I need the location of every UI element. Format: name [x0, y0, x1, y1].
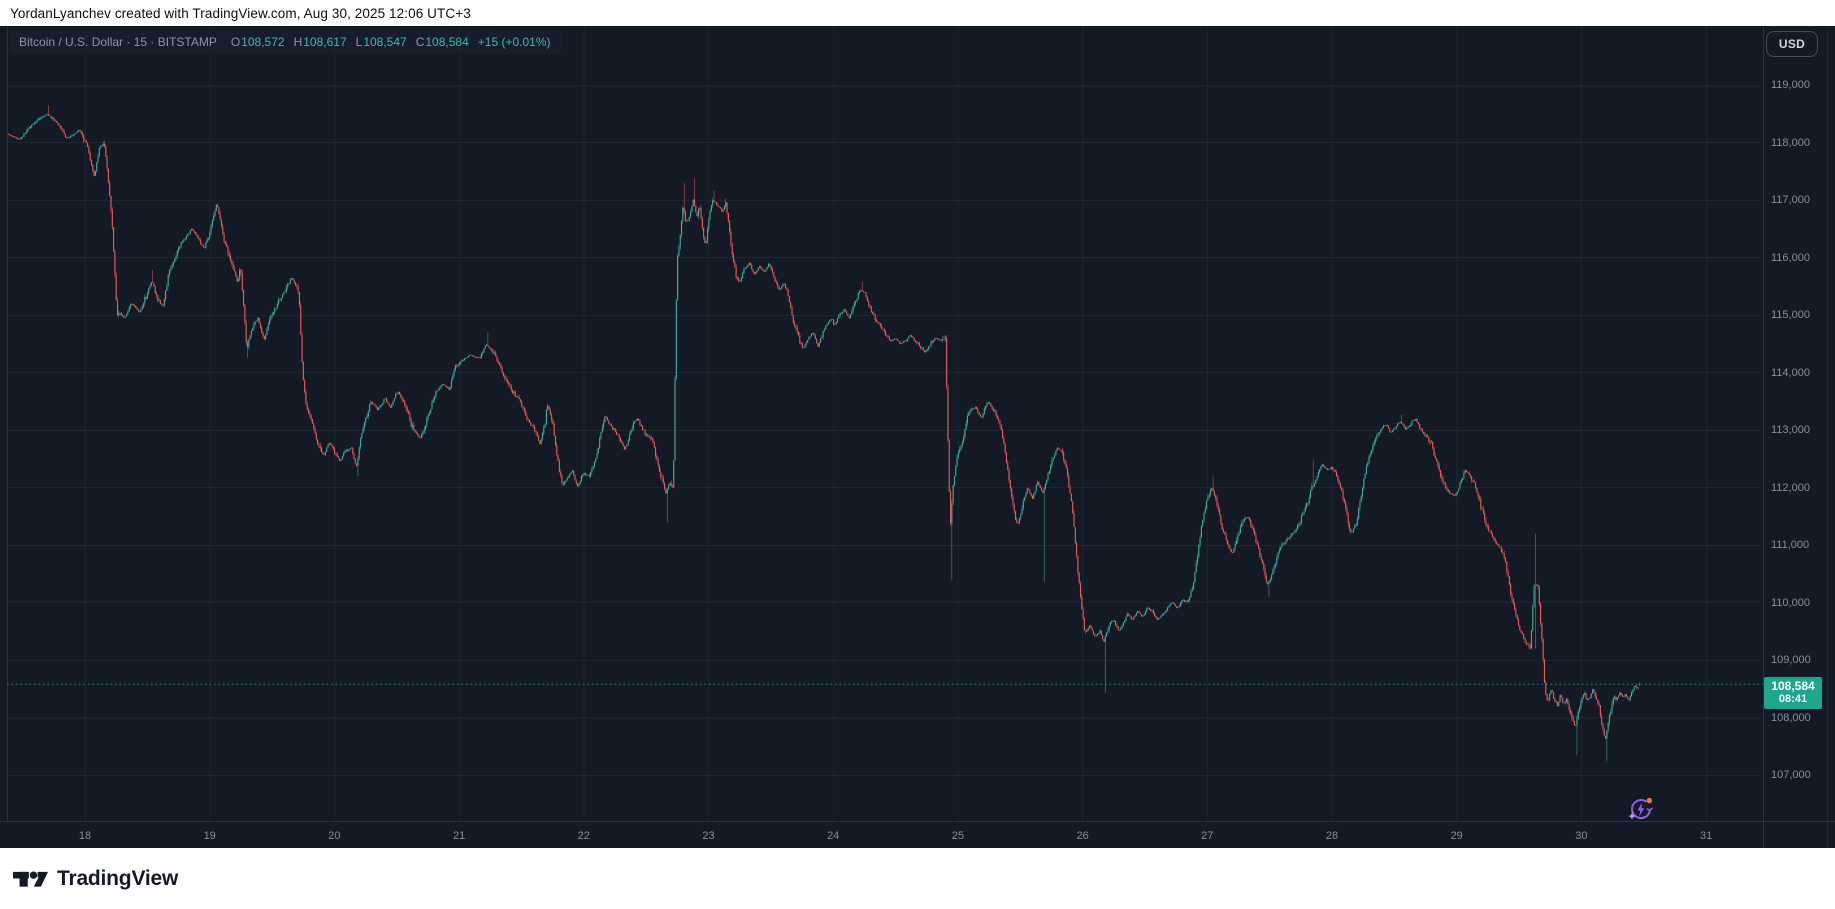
time-axis-label: 23 — [702, 830, 715, 842]
footer: TradingView — [0, 848, 1835, 909]
symbol-title[interactable]: Bitcoin / U.S. Dollar · 15 · BITSTAMP — [19, 34, 217, 49]
time-axis-label: 26 — [1076, 830, 1089, 842]
currency-usd-button[interactable]: USD — [1766, 31, 1818, 57]
time-axis-label: 30 — [1575, 830, 1588, 842]
price-axis-label: 115,000 — [1771, 309, 1810, 321]
price-axis-label: 113,000 — [1771, 424, 1810, 436]
change-value: +15 (+0.01%) — [477, 34, 551, 49]
time-axis-label: 21 — [452, 830, 466, 842]
low-label: L — [355, 34, 363, 49]
low-value: 108,547 — [363, 34, 407, 49]
time-axis-label: 18 — [78, 830, 92, 842]
open-value: 108,572 — [241, 34, 285, 49]
ohlc-values: O 108,572 H 108,617 L 108,547 C 108,584 +15 … — [231, 35, 551, 49]
high-value: 108,617 — [303, 34, 347, 49]
snapshot-flash-icon[interactable] — [1626, 794, 1656, 824]
close-label: C — [415, 34, 425, 49]
open-label: O — [230, 34, 241, 49]
time-axis-label: 28 — [1325, 830, 1339, 842]
time-axis-label: 22 — [577, 830, 590, 842]
price-axis-label: 110,000 — [1771, 596, 1810, 609]
price-axis-label: 112,000 — [1771, 481, 1810, 494]
time-axis-label: 27 — [1201, 830, 1214, 842]
price-axis-label: 111,000 — [1771, 539, 1810, 551]
tradingview-logo[interactable]: TradingView — [13, 867, 178, 891]
last-price-tag: 108,584 08:41 — [1764, 677, 1822, 709]
time-axis-label: 20 — [328, 830, 341, 842]
time-axis-label: 29 — [1450, 830, 1463, 842]
last-price-value: 108,584 — [1771, 679, 1815, 693]
tradingview-logo-icon — [13, 870, 48, 887]
price-axis-label: 107,000 — [1771, 769, 1811, 781]
price-axis-label: 118,000 — [1771, 136, 1810, 149]
price-axis-label: 117,000 — [1771, 194, 1810, 206]
high-label: H — [293, 34, 303, 49]
time-axis-label: 19 — [203, 830, 216, 842]
time-axis-label: 25 — [951, 830, 965, 842]
close-value: 108,584 — [425, 34, 469, 49]
price-axis-label: 116,000 — [1771, 251, 1810, 264]
attribution-bar: YordanLyanchev created with TradingView.… — [0, 0, 1835, 26]
price-axis-label: 109,000 — [1771, 654, 1811, 666]
time-axis-label: 24 — [827, 830, 840, 842]
price-axis-label: 108,000 — [1771, 711, 1811, 724]
tradingview-logo-text: TradingView — [57, 866, 179, 890]
attribution-text: YordanLyanchev created with TradingView.… — [10, 5, 471, 21]
bar-countdown: 08:41 — [1778, 693, 1808, 705]
price-axis-label: 119,000 — [1771, 79, 1810, 91]
price-axis-label: 114,000 — [1771, 366, 1810, 379]
candlestick-chart-canvas[interactable] — [0, 26, 1835, 848]
time-axis-label: 31 — [1699, 830, 1713, 842]
